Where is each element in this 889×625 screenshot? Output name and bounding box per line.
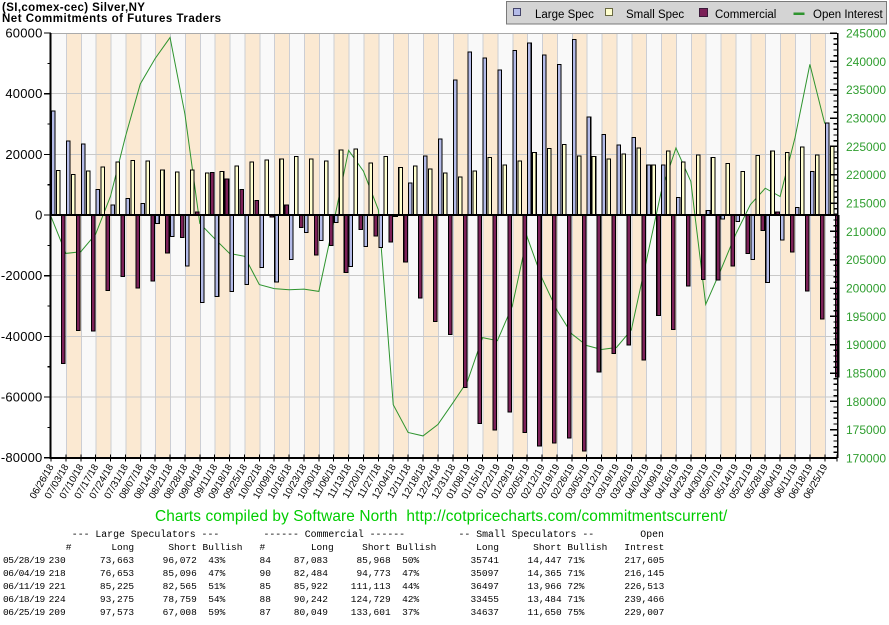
svg-text:215000: 215000 <box>846 197 886 211</box>
svg-text:-40000: -40000 <box>1 329 43 344</box>
svg-text:245000: 245000 <box>846 27 886 41</box>
svg-text:-80000: -80000 <box>1 450 43 465</box>
svg-text:60000: 60000 <box>5 26 42 41</box>
svg-text:175000: 175000 <box>846 423 886 437</box>
svg-text:225000: 225000 <box>846 140 886 154</box>
svg-text:185000: 185000 <box>846 367 886 381</box>
svg-text:195000: 195000 <box>846 310 886 324</box>
svg-text:Net Commitments of Futures Tra: Net Commitments of Futures Traders <box>2 13 222 25</box>
svg-text:Open Interest: Open Interest <box>813 9 883 21</box>
svg-text:240000: 240000 <box>846 55 886 69</box>
svg-text:210000: 210000 <box>846 225 886 239</box>
svg-text:40000: 40000 <box>5 86 42 101</box>
svg-text:220000: 220000 <box>846 168 886 182</box>
svg-text:-60000: -60000 <box>1 390 43 405</box>
svg-text:205000: 205000 <box>846 253 886 267</box>
svg-text:200000: 200000 <box>846 282 886 296</box>
svg-text:20000: 20000 <box>5 147 42 162</box>
svg-text:230000: 230000 <box>846 112 886 126</box>
svg-text:-20000: -20000 <box>1 268 43 283</box>
svg-text:Small Spec: Small Spec <box>626 9 684 21</box>
svg-text:180000: 180000 <box>846 395 886 409</box>
svg-text:0: 0 <box>35 208 42 223</box>
svg-text:190000: 190000 <box>846 338 886 352</box>
svg-text:Large Spec: Large Spec <box>535 9 594 21</box>
svg-text:235000: 235000 <box>846 83 886 97</box>
svg-text:Commercial: Commercial <box>715 9 776 21</box>
svg-text:170000: 170000 <box>846 452 886 466</box>
